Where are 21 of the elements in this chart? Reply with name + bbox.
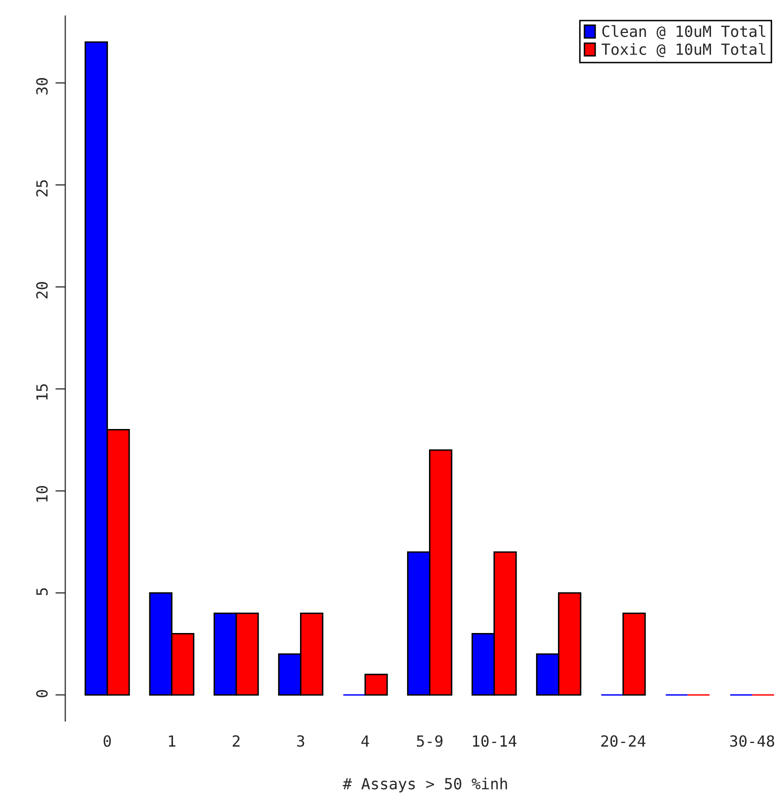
y-tick-label: 0 — [36, 690, 48, 698]
x-axis-title: # Assays > 50 %inh — [342, 778, 507, 792]
x-tick-label: 5-9 — [416, 735, 442, 747]
legend-label: Clean @ 10uM Total — [602, 25, 766, 40]
legend-label: Toxic @ 10uM Total — [602, 43, 766, 58]
y-tick-label: 5 — [36, 588, 48, 596]
y-tick-label: 30 — [36, 78, 48, 94]
x-tick-label: 2 — [232, 735, 240, 747]
x-tick-label: 1 — [168, 735, 176, 747]
bar — [364, 674, 388, 696]
x-tick-label: 30-48 — [730, 735, 774, 747]
y-tick-label: 25 — [36, 180, 48, 196]
x-tick-label: 3 — [297, 735, 304, 747]
y-tick-label: 10 — [36, 486, 48, 502]
x-tick-label: 20-24 — [601, 735, 646, 747]
y-tick-label: 15 — [36, 384, 48, 400]
x-tick-label: 4 — [361, 735, 370, 747]
x-tick-label: 10-14 — [473, 735, 516, 747]
x-tick-label: 0 — [104, 735, 111, 747]
bar — [622, 612, 646, 696]
y-tick-label: 20 — [36, 282, 48, 298]
